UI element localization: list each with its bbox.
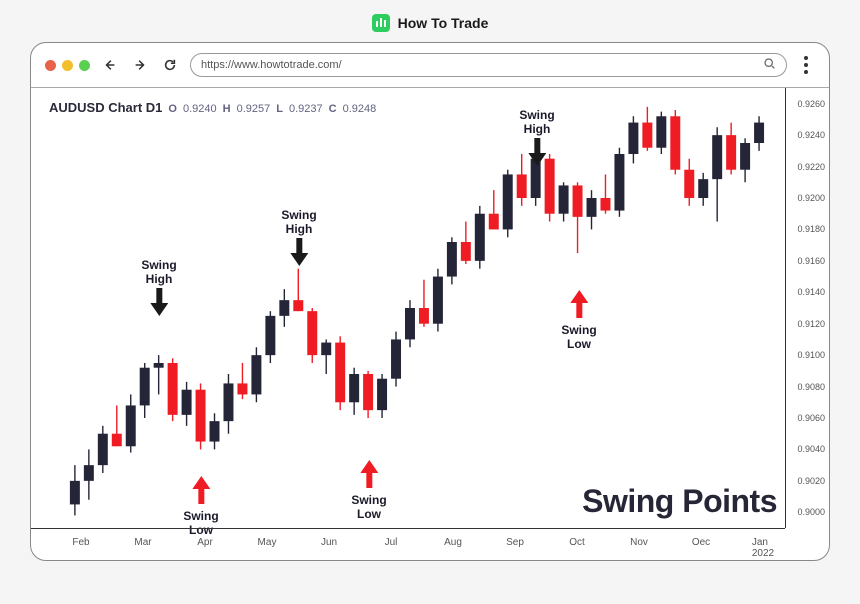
reload-button[interactable] bbox=[160, 55, 180, 75]
swing-low-annotation: SwingLow bbox=[351, 458, 386, 521]
x-tick: Mar bbox=[134, 537, 151, 548]
arrow-down-icon bbox=[290, 238, 308, 266]
arrow-up-icon bbox=[192, 476, 210, 504]
url-text: https://www.howtotrade.com/ bbox=[201, 59, 763, 71]
x-tick: Jan 2022 bbox=[752, 537, 774, 559]
plot-area: SwingHigh SwingLow SwingHigh SwingLow SwingH… bbox=[31, 88, 785, 528]
x-tick: Nov bbox=[630, 537, 648, 548]
arrow-down-icon bbox=[150, 288, 168, 316]
y-tick: 0.9020 bbox=[797, 476, 825, 486]
x-tick: Oct bbox=[569, 537, 585, 548]
brand-icon bbox=[372, 14, 390, 32]
x-tick: Aug bbox=[444, 537, 462, 548]
traffic-minimize-icon[interactable] bbox=[62, 60, 73, 71]
back-button[interactable] bbox=[100, 55, 120, 75]
y-tick: 0.9160 bbox=[797, 256, 825, 266]
y-tick: 0.9260 bbox=[797, 99, 825, 109]
y-tick: 0.9120 bbox=[797, 319, 825, 329]
traffic-lights bbox=[45, 60, 90, 71]
traffic-maximize-icon[interactable] bbox=[79, 60, 90, 71]
y-tick: 0.9040 bbox=[797, 444, 825, 454]
swing-high-annotation: SwingHigh bbox=[519, 108, 554, 171]
url-bar[interactable]: https://www.howtotrade.com/ bbox=[190, 53, 787, 77]
annotation-label: SwingLow bbox=[351, 493, 386, 521]
y-tick: 0.9060 bbox=[797, 413, 825, 423]
menu-button[interactable] bbox=[797, 56, 815, 74]
y-tick: 0.9080 bbox=[797, 382, 825, 392]
swing-high-annotation: SwingHigh bbox=[141, 258, 176, 321]
page-header: How To Trade bbox=[372, 0, 489, 42]
y-tick: 0.9180 bbox=[797, 224, 825, 234]
x-tick: Sep bbox=[506, 537, 524, 548]
arrow-down-icon bbox=[528, 138, 546, 166]
y-tick: 0.9140 bbox=[797, 287, 825, 297]
x-tick: Jul bbox=[385, 537, 398, 548]
annotation-label: SwingHigh bbox=[519, 108, 554, 136]
annotation-label: SwingLow bbox=[561, 323, 596, 351]
x-tick: May bbox=[258, 537, 277, 548]
search-icon bbox=[763, 57, 776, 73]
annotation-label: SwingHigh bbox=[141, 258, 176, 286]
y-tick: 0.9100 bbox=[797, 350, 825, 360]
chart-big-label: Swing Points bbox=[582, 483, 777, 520]
arrow-up-icon bbox=[570, 290, 588, 318]
y-axis: 0.9000 0.9020 0.9040 0.9060 0.9080 0.9100 0.91… bbox=[785, 88, 829, 528]
browser-toolbar: https://www.howtotrade.com/ bbox=[31, 43, 829, 88]
browser-frame: https://www.howtotrade.com/ AUDUSD Chart… bbox=[30, 42, 830, 561]
x-axis: Feb Mar Apr May Jun Jul Aug Sep Oct Nov Oec Jan 202… bbox=[31, 528, 785, 560]
y-tick: 0.9000 bbox=[797, 507, 825, 517]
chart-container: AUDUSD Chart D1 O 0.9240 H 0.9257 L 0.92… bbox=[31, 88, 829, 560]
swing-low-annotation: SwingLow bbox=[561, 288, 596, 351]
brand-name: How To Trade bbox=[398, 15, 489, 31]
arrow-up-icon bbox=[360, 460, 378, 488]
forward-button[interactable] bbox=[130, 55, 150, 75]
traffic-close-icon[interactable] bbox=[45, 60, 56, 71]
y-tick: 0.9200 bbox=[797, 193, 825, 203]
x-tick: Jun bbox=[321, 537, 337, 548]
y-tick: 0.9220 bbox=[797, 162, 825, 172]
swing-high-annotation: SwingHigh bbox=[281, 208, 316, 271]
annotation-label: SwingHigh bbox=[281, 208, 316, 236]
x-tick: Oec bbox=[692, 537, 710, 548]
x-tick: Apr bbox=[197, 537, 213, 548]
x-tick: Feb bbox=[72, 537, 89, 548]
y-tick: 0.9240 bbox=[797, 130, 825, 140]
